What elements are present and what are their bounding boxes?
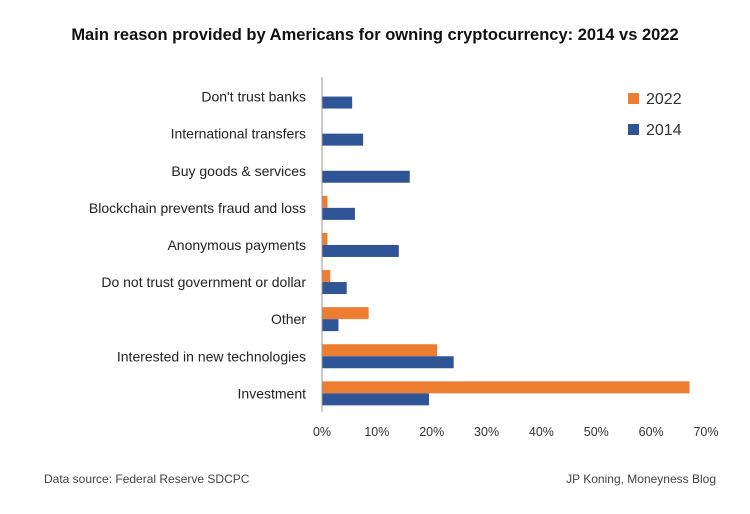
x-tick-label: 0%: [313, 425, 331, 439]
bar-2014: [322, 356, 454, 369]
x-tick-label: 50%: [584, 425, 609, 439]
category-label: Do not trust government or dollar: [101, 274, 306, 290]
category-label: International transfers: [171, 126, 306, 142]
x-tick-label: 60%: [639, 425, 664, 439]
x-tick-label: 40%: [529, 425, 554, 439]
bar-2014: [322, 282, 347, 295]
category-label: Buy goods & services: [171, 163, 306, 179]
x-tick-label: 20%: [419, 425, 444, 439]
legend-swatch-2014: [628, 124, 639, 135]
category-label: Don't trust banks: [201, 89, 306, 105]
bar-2022: [322, 344, 438, 357]
bar-2022: [322, 307, 369, 320]
bar-2014: [322, 319, 339, 332]
category-label: Interested in new technologies: [117, 348, 306, 364]
bar-2014: [322, 393, 429, 406]
bar-2022: [322, 232, 328, 245]
bar-2022: [322, 270, 331, 283]
bar-2022: [322, 381, 690, 394]
legend-label-2014: 2014: [646, 122, 682, 139]
category-label: Blockchain prevents fraud and loss: [89, 200, 306, 216]
category-label: Other: [271, 311, 306, 327]
x-tick-label: 30%: [474, 425, 499, 439]
bar-2022: [322, 195, 328, 208]
category-label: Anonymous payments: [167, 237, 306, 253]
x-tick-label: 70%: [693, 425, 718, 439]
x-tick-label: 10%: [364, 425, 389, 439]
credit: JP Koning, Moneyness Blog: [566, 472, 716, 486]
bar-2014: [322, 207, 355, 220]
bar-2014: [322, 170, 410, 183]
category-label: Investment: [238, 385, 307, 401]
bar-2014: [322, 96, 353, 109]
legend-label-2022: 2022: [646, 91, 682, 108]
chart-title: Main reason provided by Americans for ow…: [71, 26, 679, 44]
bar-2014: [322, 244, 399, 257]
legend-swatch-2022: [628, 93, 639, 104]
bar-2014: [322, 133, 364, 146]
data-source: Data source: Federal Reserve SDCPC: [44, 472, 250, 486]
